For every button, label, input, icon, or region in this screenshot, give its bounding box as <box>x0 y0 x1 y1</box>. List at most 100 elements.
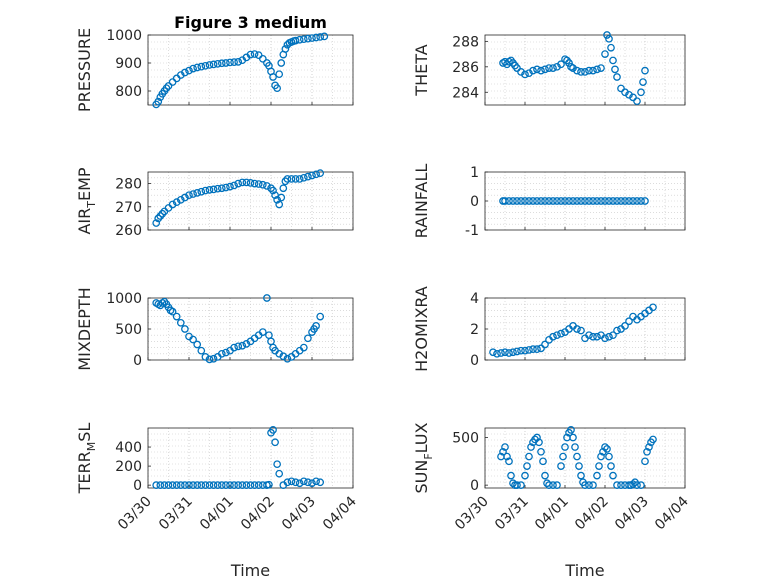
data-point <box>172 481 181 489</box>
data-point <box>316 33 325 41</box>
data-point <box>181 481 189 489</box>
data-point <box>633 97 641 106</box>
data-point <box>193 340 202 349</box>
data-point <box>561 443 569 451</box>
data-point <box>193 63 202 72</box>
data-point <box>609 56 617 65</box>
data-point <box>575 462 583 470</box>
subplot-h2omixra: 0 2 4 H2OMIXRA <box>412 286 686 372</box>
data-point <box>571 443 579 451</box>
data-point <box>291 478 300 487</box>
data-point <box>509 348 517 357</box>
data-point <box>629 197 637 205</box>
data-point <box>517 346 525 355</box>
data-point <box>569 433 577 442</box>
data-point <box>537 344 545 353</box>
data-point <box>597 197 605 205</box>
data-point <box>549 197 557 205</box>
data-point <box>295 175 304 183</box>
y-axis-label: TERRMSL <box>75 423 98 495</box>
data-point <box>226 182 234 191</box>
data-point <box>581 481 589 489</box>
data-point <box>527 443 535 451</box>
data-point <box>603 31 611 39</box>
data-point <box>304 334 312 343</box>
data-point <box>501 443 509 451</box>
x-tick-label: 04/02 <box>572 494 612 534</box>
data-point <box>295 35 304 44</box>
data-point <box>639 78 647 86</box>
data-point <box>189 335 197 344</box>
data-point <box>308 171 316 180</box>
y-axis-label: THETA <box>412 44 431 96</box>
y-tick-label: -1 <box>465 223 479 239</box>
data-point <box>320 32 329 41</box>
y-tick-label: 0 <box>470 478 479 494</box>
data-point <box>539 457 547 466</box>
data-point <box>246 481 255 489</box>
data-point <box>553 481 561 489</box>
data-point <box>637 197 645 205</box>
y-tick-label: 900 <box>115 56 142 72</box>
data-point <box>246 179 255 187</box>
data-point <box>265 480 273 489</box>
y-axis-label: PRESSURE <box>75 28 94 112</box>
data-point <box>312 477 320 486</box>
data-point <box>613 197 621 205</box>
data-point <box>156 212 165 220</box>
data-point <box>523 462 531 470</box>
data-point <box>316 169 325 178</box>
data-point <box>226 481 234 489</box>
data-point <box>559 452 567 461</box>
data-point <box>291 175 300 183</box>
data-point <box>537 197 545 205</box>
data-point <box>585 481 593 489</box>
data-point <box>595 462 603 470</box>
data-point <box>304 478 312 487</box>
data-point <box>513 347 521 356</box>
data-point <box>593 332 601 341</box>
data-point <box>535 438 543 447</box>
data-point <box>277 59 286 67</box>
x-axis-label: Time <box>564 561 604 580</box>
data-point <box>283 478 292 487</box>
data-point <box>589 481 597 489</box>
data-point <box>168 307 177 316</box>
data-point <box>593 65 601 74</box>
data-point <box>573 66 581 75</box>
y-tick-label: 500 <box>115 322 142 338</box>
data-point <box>593 471 601 480</box>
data-point <box>189 64 197 73</box>
data-point <box>299 343 308 352</box>
data-point <box>283 354 292 363</box>
data-point <box>217 59 226 68</box>
data-point <box>589 332 597 341</box>
data-point <box>197 481 206 489</box>
data-point <box>605 332 613 341</box>
y-tick-label: 400 <box>115 440 142 456</box>
data-point <box>193 481 202 489</box>
data-point <box>573 325 581 333</box>
subplot-air: 260 270 280 AIRTEMP <box>75 167 354 239</box>
data-point <box>501 348 509 357</box>
data-point <box>164 481 173 489</box>
data-point <box>205 355 214 364</box>
data-point <box>209 185 218 194</box>
data-point <box>541 197 549 205</box>
data-point <box>503 452 511 461</box>
y-tick-label: 500 <box>452 431 479 447</box>
subplot-mixdepth: 0 500 1000 MIXDEPTH <box>75 287 354 371</box>
data-point <box>269 186 277 195</box>
y-tick-label: 4 <box>470 291 479 307</box>
data-point <box>185 191 193 200</box>
data-point <box>565 59 573 67</box>
data-point <box>238 341 247 350</box>
data-point <box>607 462 615 470</box>
data-point <box>254 51 263 60</box>
data-point <box>176 481 185 489</box>
data-point <box>545 64 553 72</box>
data-point <box>242 481 251 489</box>
data-point <box>172 198 181 207</box>
data-point <box>537 66 545 75</box>
data-point <box>573 452 581 461</box>
